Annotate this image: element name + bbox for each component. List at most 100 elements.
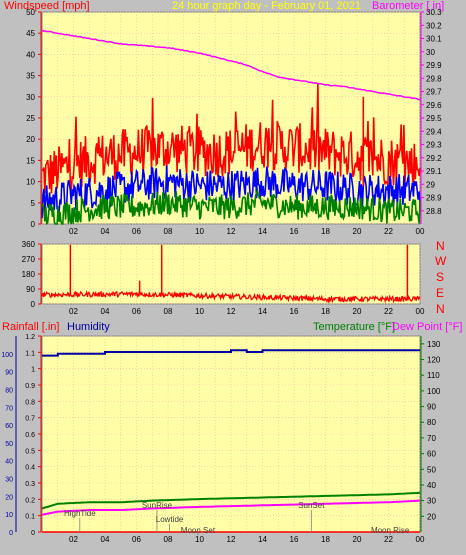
rainfall-y-tick-label: 0.6: [25, 432, 35, 439]
temperature-x-tick-label: 06: [132, 535, 141, 544]
rainfall-y-tick-label: 0: [31, 530, 35, 537]
temperature-x-tick-label: 00: [416, 535, 425, 544]
rainfall-y-tick-label: 1.1: [25, 350, 35, 357]
temperature-x-tick-label: 16: [290, 535, 299, 544]
astro-event-label: SunRise: [142, 501, 173, 510]
wind-y-tick-label: 40: [26, 50, 35, 59]
grid-wind: [42, 11, 421, 225]
humidity-y-tick-label: 20: [5, 494, 13, 501]
direction-x-tick-label: 04: [101, 307, 110, 316]
graph-title: 24 hour graph day - February 01, 2021: [172, 0, 361, 12]
direction-x-tick-label: 20: [353, 307, 362, 316]
compass-label-w: W: [435, 254, 447, 268]
barometer-line: [41, 29, 421, 101]
temperature-y-tick-label: 70: [427, 434, 436, 443]
rainfall-y-tick-label: 0.1: [25, 514, 35, 521]
barometer-y-tick-label: 29: [426, 180, 435, 189]
barometer-y-tick-label: 29.8: [426, 74, 442, 83]
temperature-y-tick-label: 110: [427, 371, 440, 380]
astro-event-label: Moon Set: [181, 526, 216, 535]
temperature-x-tick-label: 22: [384, 535, 393, 544]
barometer-y-tick-label: 29.9: [426, 61, 442, 70]
temperature-y-tick-label: 130: [427, 340, 441, 349]
wind-x-tick-label: 20: [353, 227, 362, 236]
wind-y-tick-label: 30: [26, 93, 35, 102]
series-direction: [41, 244, 421, 304]
compass-label-s: S: [436, 270, 444, 284]
direction-x-tick-label: 06: [132, 307, 141, 316]
rainfall-y-tick-label: 0.9: [25, 383, 35, 390]
wind-barometer-panel: 0 5 10 15 20 25 30 35 40 45 50 28.8 28.9 29 29.1 29.2 29…: [4, 0, 444, 236]
direction-x-tick-label: 22: [384, 307, 393, 316]
rainfall-y-tick-label: 0.7: [25, 416, 35, 423]
barometer-y-tick-label: 28.8: [426, 207, 442, 216]
humidity-y-tick-label: 60: [5, 423, 13, 430]
wind-x-tick-label: 14: [258, 227, 267, 236]
barometer-y-tick-label: 29.5: [426, 114, 442, 123]
temperature-y-tick-label: 80: [427, 418, 436, 427]
series-temperature-humidity: [41, 349, 421, 533]
rainfall-y-tick-label: 0.4: [25, 465, 35, 472]
wind-y-tick-label: 0: [31, 220, 36, 229]
wind-x-tick-label: 12: [227, 227, 236, 236]
wind-average-line: [41, 188, 421, 226]
dewpoint-line: [41, 499, 421, 516]
wind-x-tick-label: 02: [69, 227, 78, 236]
wind-y-tick-label: 10: [26, 178, 35, 187]
wind-x-tick-label: 10: [195, 227, 204, 236]
direction-y-tick-label: 0: [31, 300, 36, 309]
temperature-y-tick-label: 30: [427, 497, 436, 506]
wind-y-tick-label: 50: [26, 8, 35, 17]
barometer-y-tick-label: 28.9: [426, 194, 442, 203]
direction-y-tick-label: 360: [22, 240, 36, 249]
astro-events: HighTide SunRise Lowtide Moon Set SunSet Moon…: [64, 501, 410, 535]
temperature-x-tick-label: 02: [69, 535, 78, 544]
direction-x-tick-label: 08: [164, 307, 173, 316]
rainfall-y-tick-label: 0.3: [25, 481, 35, 488]
direction-x-tick-label: 12: [227, 307, 236, 316]
astro-event-label: Moon Rise: [371, 526, 410, 535]
humidity-y-tick-label: 0: [9, 530, 13, 537]
barometer-y-tick-label: 29.3: [426, 141, 442, 150]
wind-y-tick-label: 25: [26, 114, 35, 123]
barometer-y-tick-label: 29.4: [426, 127, 442, 136]
humidity-y-tick-label: 100: [1, 352, 13, 359]
temperature-x-tick-label: 12: [227, 535, 236, 544]
temperature-axis-label: Temperature [°F]: [313, 321, 395, 333]
barometer-y-tick-label: 29.1: [426, 167, 442, 176]
wind-x-tick-label: 06: [132, 227, 141, 236]
rainfall-y-tick-label: 1: [31, 367, 35, 374]
direction-y-tick-label: 180: [22, 270, 36, 279]
direction-x-tick-label: 10: [195, 307, 204, 316]
wind-x-tick-label: 22: [384, 227, 393, 236]
direction-x-tick-label: 02: [69, 307, 78, 316]
axes-direction: 0 90 180 270 360 02 04 06 08 10 12 14 16 18 20 22 00: [22, 240, 425, 316]
rainfall-y-tick-label: 0.5: [25, 448, 35, 455]
wind-x-tick-label: 16: [290, 227, 299, 236]
barometer-y-tick-label: 30.2: [426, 21, 442, 30]
temperature-x-tick-label: 14: [258, 535, 267, 544]
direction-x-tick-label: 16: [290, 307, 299, 316]
wind-y-tick-label: 5: [31, 199, 36, 208]
barometer-y-tick-label: 29.6: [426, 101, 442, 110]
temperature-y-tick-label: 90: [427, 403, 436, 412]
temperature-x-tick-label: 18: [321, 535, 330, 544]
direction-x-tick-label: 00: [416, 307, 425, 316]
compass-label-e: E: [436, 286, 444, 300]
wind-y-tick-label: 45: [26, 29, 35, 38]
temperature-y-tick-label: 50: [427, 465, 436, 474]
humidity-y-tick-label: 10: [5, 512, 13, 519]
humidity-line: [42, 349, 420, 357]
direction-y-tick-label: 90: [26, 285, 35, 294]
wind-y-tick-label: 20: [26, 135, 35, 144]
barometer-y-tick-label: 29.7: [426, 88, 442, 97]
wind-y-tick-label: 35: [26, 72, 35, 81]
temperature-x-tick-label: 10: [195, 535, 204, 544]
wind-x-tick-label: 18: [321, 227, 330, 236]
rainfall-y-tick-label: 1.2: [25, 334, 35, 341]
wind-y-tick-label: 15: [26, 156, 35, 165]
direction-x-tick-label: 18: [321, 307, 330, 316]
barometer-y-tick-label: 30.3: [426, 8, 442, 17]
axes-wind: 0 5 10 15 20 25 30 35 40 45 50 28.8 28.9 29 29.1 29.2 29…: [26, 8, 442, 236]
